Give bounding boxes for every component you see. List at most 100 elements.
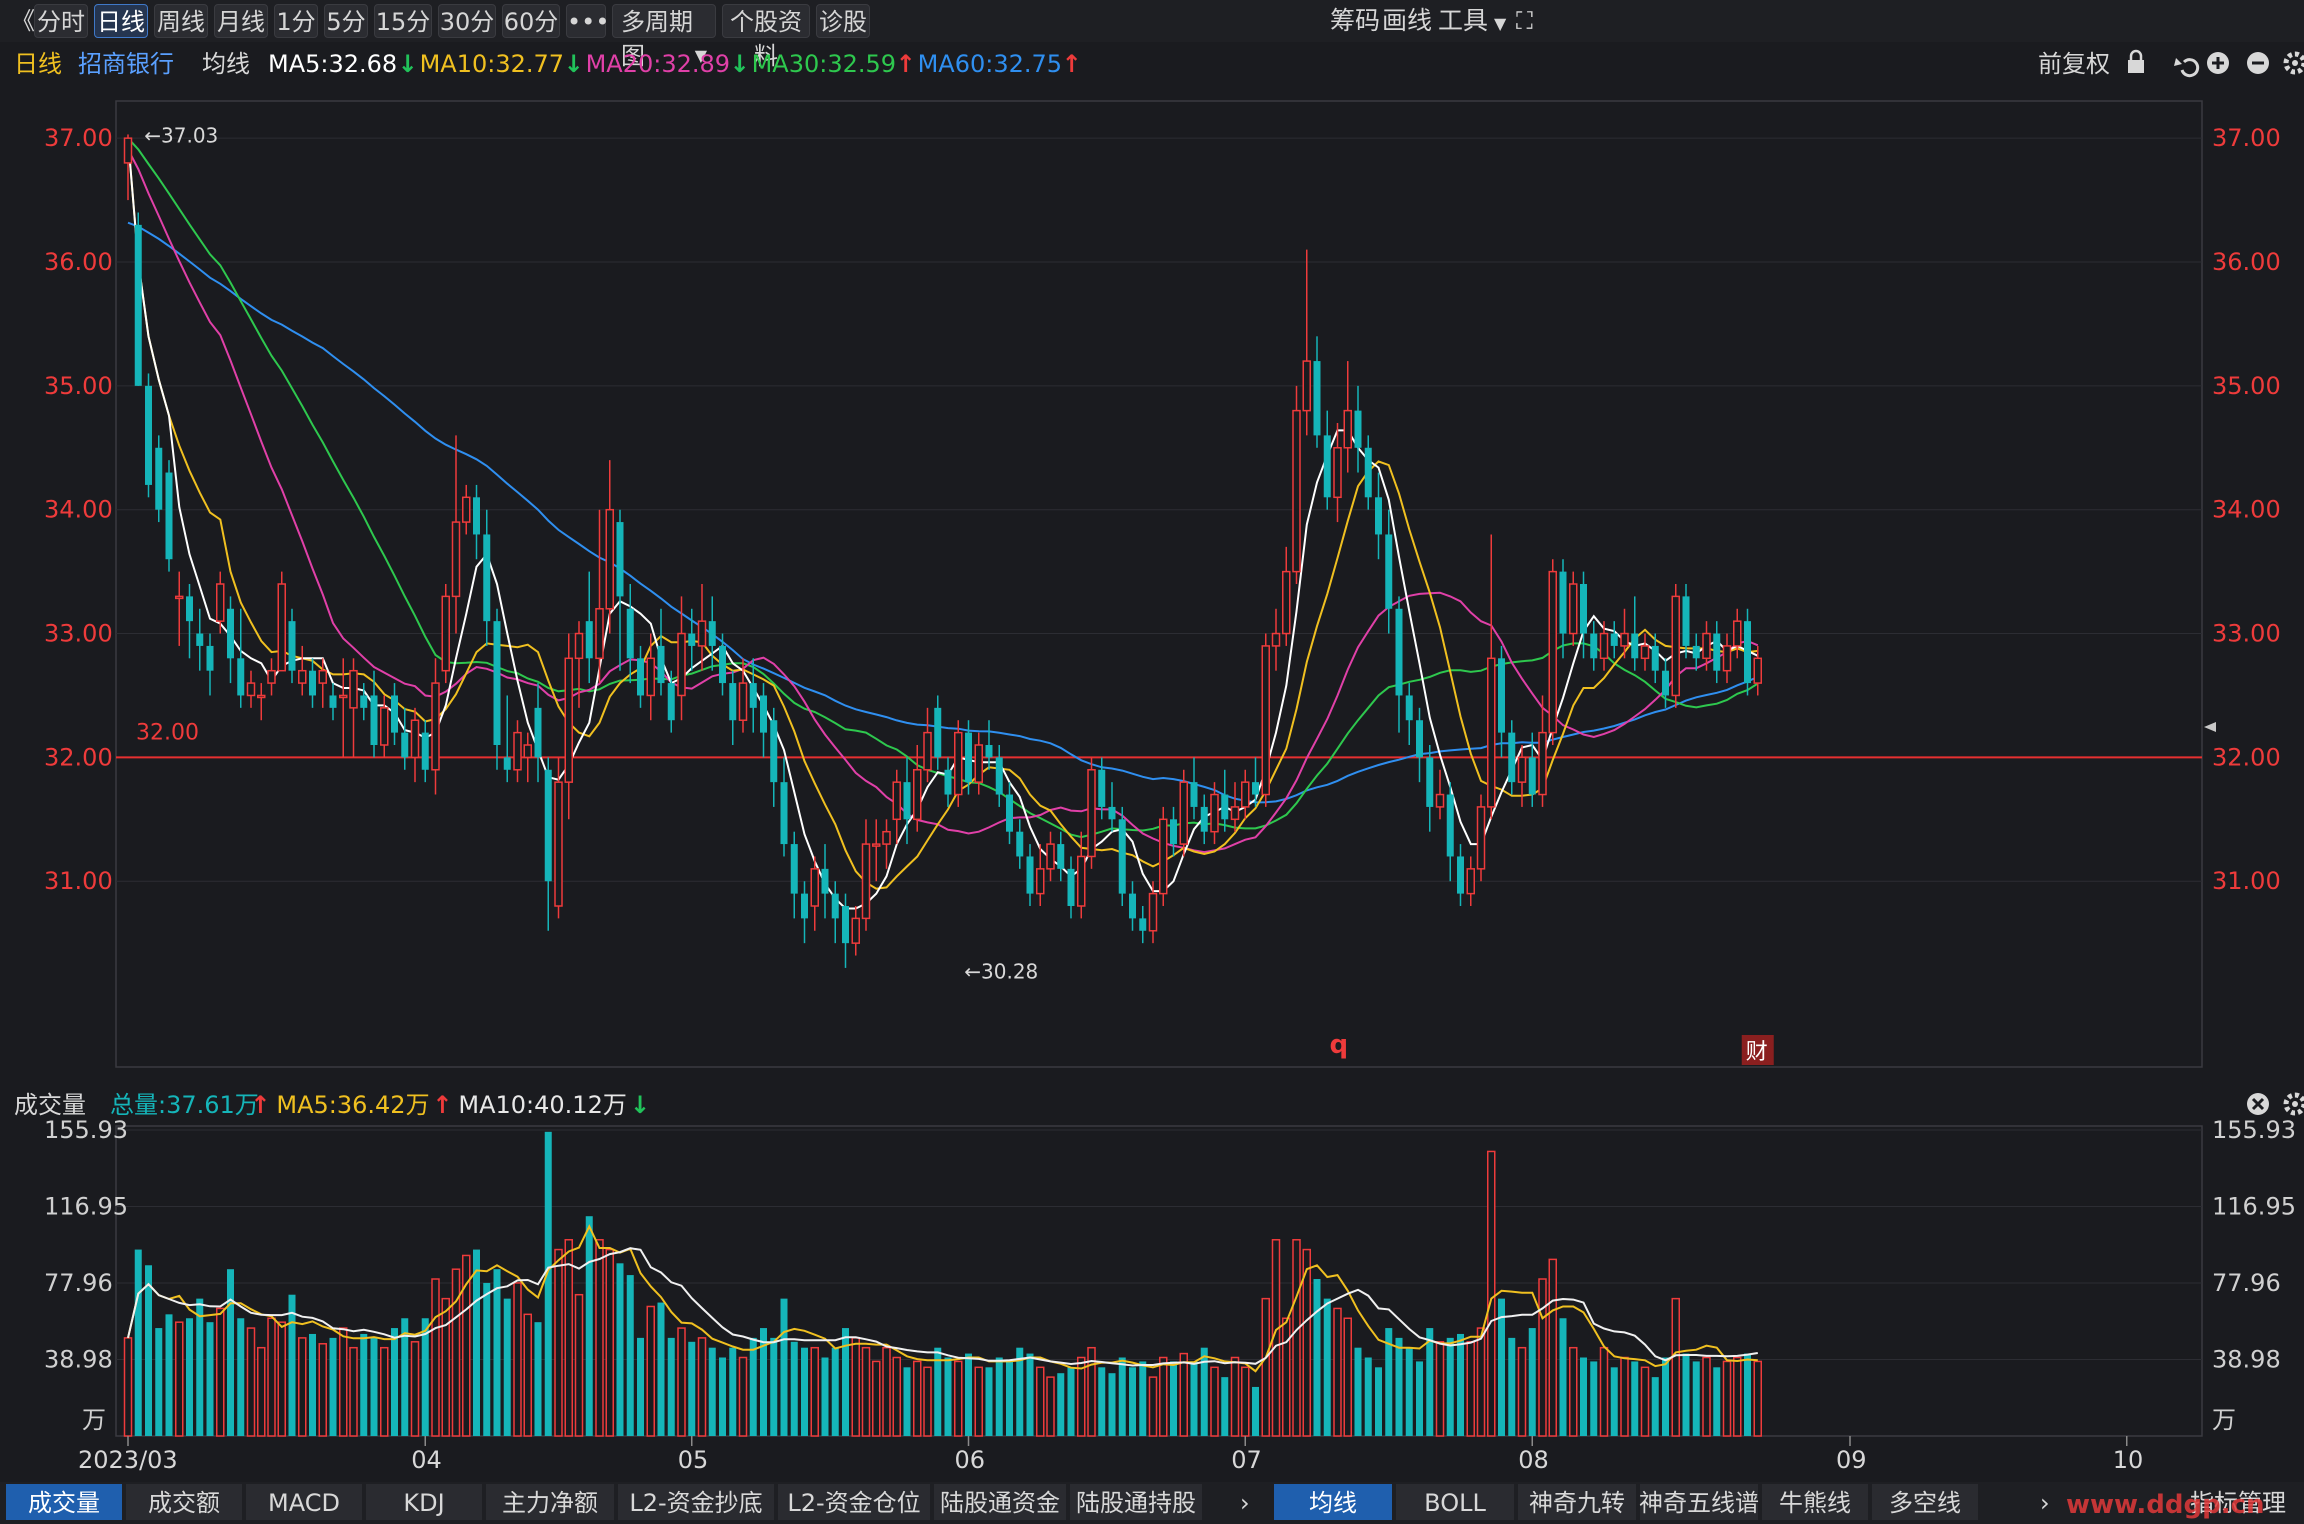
- indicator-tab[interactable]: 成交额: [126, 1484, 242, 1520]
- current-price-pointer-icon: [2204, 722, 2216, 732]
- volume-bar-down: [1190, 1361, 1198, 1436]
- fullscreen-icon[interactable]: ⛶: [1516, 7, 1533, 35]
- overlay-tab[interactable]: 均线: [1274, 1484, 1392, 1520]
- candle-body-up: [1517, 756, 1527, 783]
- overlay-tab[interactable]: 神奇九转: [1518, 1484, 1636, 1520]
- overlay-tab-bg: [1762, 1484, 1868, 1520]
- tabs-scroll-icon[interactable]: ›: [1240, 1489, 1250, 1517]
- indicator-tab[interactable]: L2-资金仓位: [778, 1484, 930, 1520]
- candle: [708, 596, 716, 671]
- candle: [760, 683, 767, 758]
- indicator-tab[interactable]: 陆股通持股: [1070, 1484, 1202, 1520]
- volume-settings-icon[interactable]: [2283, 1092, 2304, 1116]
- candle-body-down: [831, 893, 839, 919]
- volume-bar-up: [1435, 1341, 1445, 1437]
- candle-body-down: [1057, 844, 1065, 869]
- candle: [1148, 881, 1158, 944]
- ma-type-label[interactable]: 均线: [202, 50, 250, 78]
- volume-bar-down: [1313, 1279, 1321, 1436]
- more-periods-button[interactable]: •••: [566, 4, 609, 38]
- lock-icon[interactable]: [2128, 49, 2144, 73]
- period-tab-fenshi[interactable]: 分时: [34, 4, 88, 38]
- price-tick-label: 35.00: [44, 372, 113, 400]
- close-panel-icon[interactable]: [2247, 1093, 2269, 1115]
- candle-body-down: [1713, 633, 1721, 671]
- volume-bar-down: [1200, 1347, 1208, 1436]
- candle: [1036, 844, 1045, 906]
- candle: [1252, 757, 1259, 807]
- candle-body-down: [401, 732, 409, 758]
- volume-bar-up: [1077, 1356, 1086, 1437]
- candle: [657, 608, 665, 696]
- period-tab-60min[interactable]: 60分: [502, 4, 560, 38]
- multi-period-dropdown[interactable]: 多周期图 ▼: [612, 4, 716, 70]
- volume-bar-down: [821, 1357, 829, 1436]
- period-tab-5min[interactable]: 5分: [324, 4, 368, 38]
- volume-bar-down: [934, 1347, 942, 1436]
- indicator-manage-button[interactable]: 指标管理: [2190, 1489, 2286, 1517]
- draw-line-button[interactable]: 画线: [1382, 6, 1433, 35]
- period-tab-15min[interactable]: 15分: [374, 4, 432, 38]
- zoom-in-icon[interactable]: [2207, 52, 2229, 74]
- candle: [1006, 782, 1013, 845]
- candle: [503, 695, 511, 783]
- period-tab-monthly[interactable]: 月线: [214, 4, 268, 38]
- overlay-tab[interactable]: 牛熊线: [1762, 1484, 1868, 1520]
- period-tab-daily[interactable]: 日线: [94, 4, 148, 38]
- volume-bar-down: [329, 1337, 337, 1436]
- period-tab-weekly[interactable]: 周线: [154, 4, 208, 38]
- volume-bar-down: [1528, 1328, 1536, 1436]
- zoom-out-icon[interactable]: [2247, 52, 2269, 74]
- diagnose-button[interactable]: 诊股: [816, 4, 870, 38]
- candle-body-up: [1466, 868, 1475, 895]
- candle: [605, 460, 614, 634]
- period-tab-1min[interactable]: 1分: [274, 4, 318, 38]
- volume-bar-down: [1006, 1361, 1013, 1436]
- volume-bar-down: [237, 1318, 245, 1436]
- volume-bar-down: [227, 1269, 234, 1436]
- collapse-button[interactable]: 《: [11, 7, 35, 35]
- candle: [1559, 559, 1567, 659]
- candle: [903, 757, 911, 845]
- price-axis-right: 37.00 36.00 35.00 34.00 33.00 32.00 31.00: [2212, 124, 2281, 895]
- volume-bar-down: [155, 1328, 163, 1436]
- indicator-tab[interactable]: 主力净额: [486, 1484, 614, 1520]
- indicator-tab[interactable]: 陆股通资金: [934, 1484, 1066, 1520]
- overlay-tab[interactable]: 多空线: [1872, 1484, 1978, 1520]
- indicator-tab[interactable]: 成交量: [6, 1484, 122, 1520]
- candle-body-down: [944, 769, 952, 795]
- tools-dropdown[interactable]: 工具 ▼: [1438, 4, 1506, 38]
- overlay-tab[interactable]: 神奇五线谱: [1639, 1484, 1759, 1520]
- stock-name[interactable]: 招商银行: [78, 50, 174, 78]
- undo-icon[interactable]: [2174, 58, 2200, 78]
- volume-ma10-line: [127, 1247, 1758, 1367]
- volume-bar-up: [1702, 1356, 1711, 1437]
- overlay-tab[interactable]: BOLL: [1396, 1484, 1514, 1520]
- candle: [1375, 472, 1382, 560]
- indicator-tab[interactable]: L2-资金抄底: [618, 1484, 774, 1520]
- tabs-right-scroll-icon[interactable]: ›: [2040, 1489, 2050, 1517]
- candle: [954, 720, 963, 807]
- indicator-tab[interactable]: MACD: [246, 1484, 362, 1520]
- price-tick-label: 32.00: [2212, 743, 2281, 771]
- candle: [1457, 844, 1464, 906]
- candle-body-down: [544, 769, 552, 882]
- candle-body-down: [1323, 435, 1331, 498]
- candle-body-down: [616, 522, 624, 597]
- indicator-tab-bg: [934, 1484, 1066, 1520]
- indicator-tab[interactable]: KDJ: [366, 1484, 482, 1520]
- volume-bar-down: [1385, 1328, 1393, 1436]
- date-axis: 2023/03 04 05 06 07 08 09 10: [78, 1436, 2143, 1474]
- period-tab-30min[interactable]: 30分: [438, 4, 496, 38]
- candle: [246, 670, 256, 708]
- stock-profile-button[interactable]: 个股资料: [722, 4, 810, 70]
- candle-body-up: [677, 632, 686, 697]
- adjust-mode-button[interactable]: 前复权: [2038, 50, 2110, 78]
- candle: [318, 658, 327, 708]
- multi-period-label: 多周期图: [621, 8, 693, 70]
- settings-icon[interactable]: [2283, 51, 2304, 75]
- volume-bar-down: [1416, 1361, 1423, 1436]
- price-tick-label: 35.00: [2212, 372, 2281, 400]
- volume-bar-down: [288, 1294, 296, 1436]
- chip-distribution-button[interactable]: 筹码: [1330, 6, 1381, 35]
